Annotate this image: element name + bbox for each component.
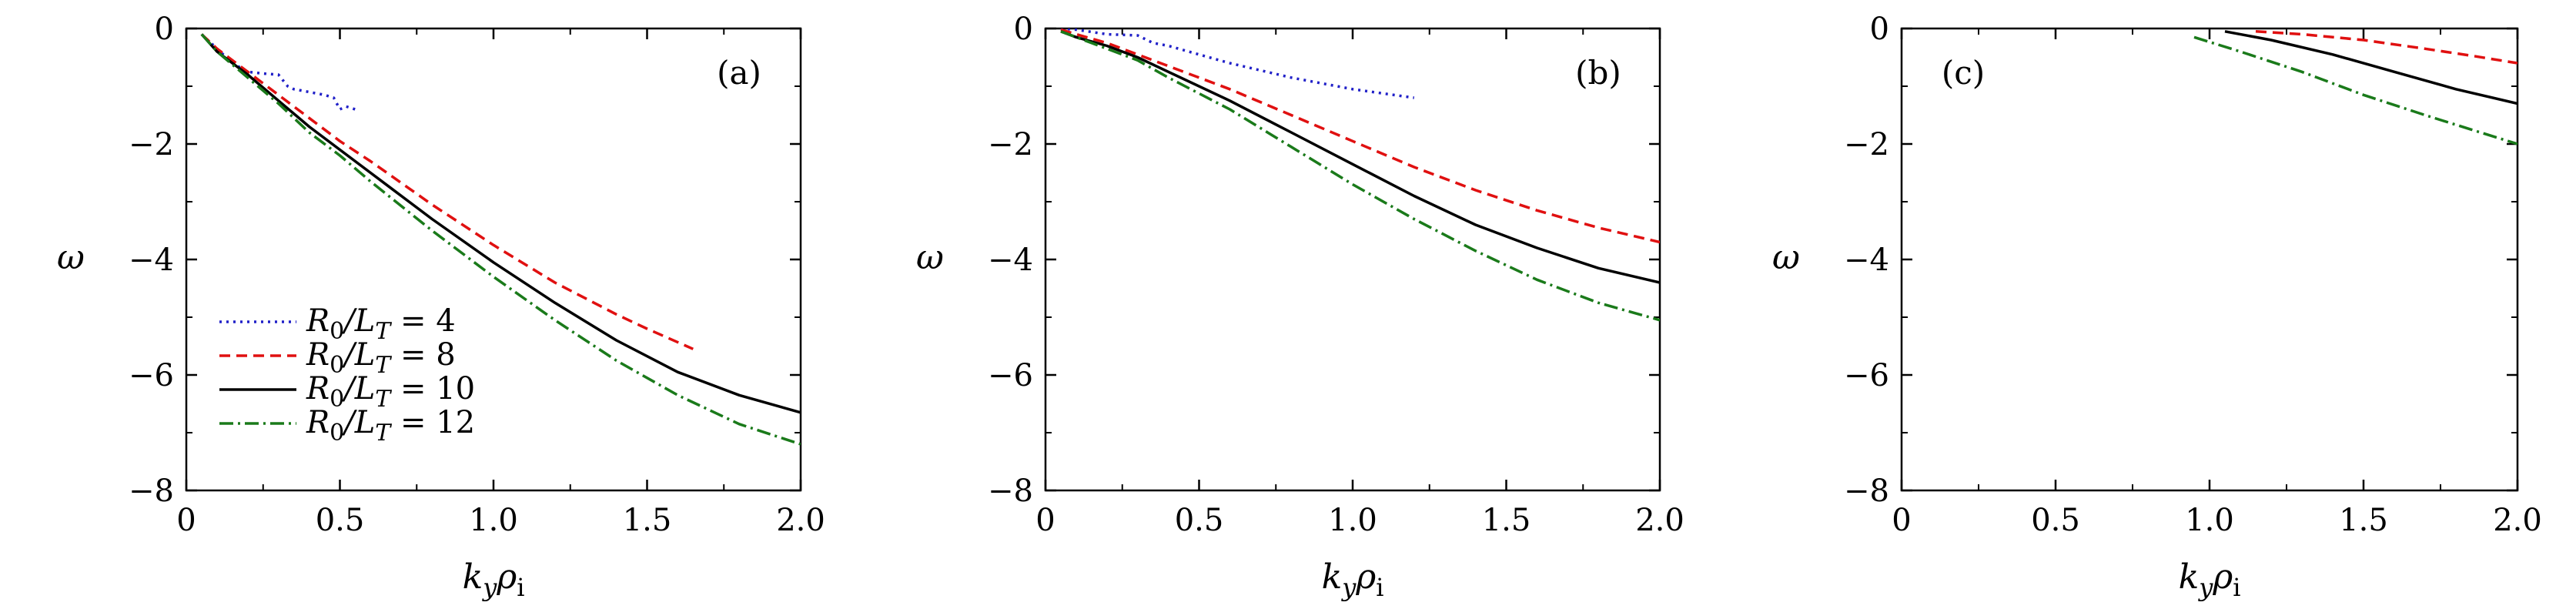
series-line-04: [200, 33, 356, 111]
y-tick-label: −4: [988, 243, 1033, 278]
x-tick-label: 1.5: [623, 503, 672, 538]
series-line-010: [200, 33, 801, 414]
y-tick-label: 0: [1870, 12, 1889, 47]
x-tick-label: 1.5: [2339, 503, 2388, 538]
y-tick-label: −2: [129, 127, 174, 162]
x-tick-label: 2.0: [1635, 503, 1684, 538]
legend-label: R0/LT = 10: [306, 371, 475, 413]
y-tick-label: 0: [155, 12, 174, 47]
panel-label: (b): [1575, 54, 1621, 92]
x-tick-label: 0.5: [2031, 503, 2080, 538]
series-line-08: [200, 33, 694, 350]
y-axis-label: ω: [1772, 238, 1800, 277]
chart-panel-c: 0 0.5 1.0 1.5 2.0 0 −2 −4 −6 −8 kyρi ω (c): [1772, 12, 2542, 602]
y-tick-label: −6: [1844, 358, 1889, 393]
x-tick-label: 0: [1035, 503, 1055, 538]
chart-panel-b: 0 0.5 1.0 1.5 2.0 0 −2 −4 −6 −8 kyρi ω (b): [916, 12, 1684, 602]
x-tick-label: 0: [176, 503, 196, 538]
series-line-08: [1060, 28, 1660, 244]
series-line-04: [1060, 28, 1415, 99]
x-axis-label: kyρi: [2179, 557, 2241, 602]
series-line-08: [2255, 30, 2517, 65]
x-tick-label: 1.0: [2185, 503, 2234, 538]
x-tick-label: 0.5: [1175, 503, 1224, 538]
y-tick-label: −8: [129, 473, 174, 509]
x-axis-label: kyρi: [1322, 557, 1384, 602]
plot-frame: [1900, 27, 2519, 492]
y-tick-label: −6: [988, 358, 1033, 393]
x-tick-label: 0: [1892, 503, 1911, 538]
y-tick-label: −4: [129, 243, 174, 278]
y-tick-label: −6: [129, 358, 174, 393]
y-axis-label: ω: [57, 238, 85, 277]
y-tick-label: −8: [1844, 473, 1889, 509]
plot-frame: [1044, 27, 1661, 492]
x-tick-label: 2.0: [2493, 503, 2542, 538]
x-tick-label: 1.5: [1482, 503, 1531, 538]
y-tick-label: −2: [1844, 127, 1889, 162]
series-line-010: [2224, 30, 2517, 105]
x-tick-label: 0.5: [316, 503, 365, 538]
series-line-012: [2193, 35, 2517, 146]
panel-label: (a): [717, 54, 761, 92]
y-axis-label: ω: [916, 238, 944, 277]
y-tick-label: −8: [988, 473, 1033, 509]
series-line-012: [200, 33, 801, 446]
x-tick-label: 1.0: [1328, 503, 1377, 538]
series-line-010: [1060, 30, 1660, 284]
series-line-012: [1060, 30, 1660, 322]
panel-label: (c): [1942, 54, 1985, 92]
x-tick-label: 1.0: [469, 503, 518, 538]
plot-frame: [185, 27, 802, 492]
legend-label: R0/LT = 4: [306, 303, 456, 345]
x-tick-label: 2.0: [776, 503, 825, 538]
y-tick-label: 0: [1014, 12, 1033, 47]
y-tick-label: −4: [1844, 243, 1889, 278]
legend-label: R0/LT = 8: [306, 337, 456, 379]
legend-label: R0/LT = 12: [306, 405, 475, 447]
y-tick-label: −2: [988, 127, 1033, 162]
x-axis-label: kyρi: [463, 557, 525, 602]
